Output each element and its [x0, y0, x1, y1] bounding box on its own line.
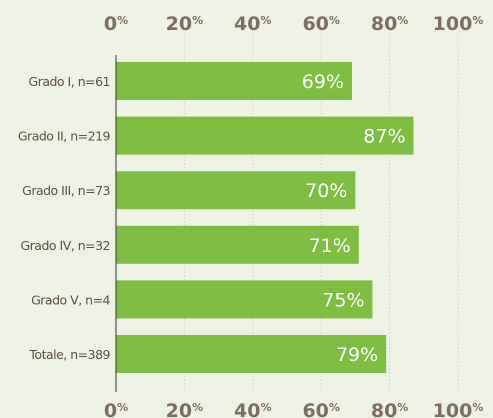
bar-4: [116, 280, 373, 319]
category-labels: Grado I, n=61 Grado II, n=219 Grado III, n…: [18, 74, 111, 362]
top-tick-label-0: 0%: [104, 13, 128, 35]
top-tick-label-20: 20%: [166, 13, 203, 35]
category-label-2: Grado III, n=73: [22, 183, 110, 198]
bottom-tick-label-60: 60%: [302, 400, 339, 418]
top-tick-label-40: 40%: [234, 13, 271, 35]
bar-value-label-0: 69%: [302, 71, 344, 93]
bar-0: [116, 62, 352, 100]
grid-lines: [183, 34, 459, 393]
bar-value-label-5: 79%: [336, 344, 378, 366]
bar-2: [116, 171, 356, 210]
bar-value-label-2: 70%: [305, 180, 347, 202]
bar-value-labels: 69% 87% 70% 71% 75% 79%: [302, 71, 406, 366]
top-tick-label-80: 80%: [371, 13, 408, 35]
category-label-0: Grado I, n=61: [29, 74, 110, 89]
bottom-tick-label-20: 20%: [166, 400, 203, 418]
bottom-axis-ticks: 0% 20% 40% 60% 80% 100%: [104, 400, 483, 418]
bottom-tick-label-100: 100%: [433, 400, 484, 418]
bottom-tick-label-80: 80%: [371, 400, 408, 418]
bar-1: [116, 116, 414, 155]
bar-3: [116, 225, 359, 264]
bar-value-label-3: 71%: [309, 235, 351, 257]
bar-value-label-1: 87%: [363, 126, 405, 148]
top-tick-label-60: 60%: [302, 13, 339, 35]
category-label-1: Grado II, n=219: [18, 129, 111, 144]
bar-value-label-4: 75%: [322, 289, 364, 311]
bars: [116, 62, 414, 373]
bar-5: [116, 335, 387, 373]
category-label-5: Totale, n=389: [28, 347, 110, 362]
bottom-tick-label-40: 40%: [234, 400, 271, 418]
bottom-tick-label-0: 0%: [104, 400, 128, 418]
category-label-4: Grado V, n=4: [31, 292, 110, 307]
top-axis-ticks: 0% 20% 40% 60% 80% 100%: [104, 13, 483, 35]
category-label-3: Grado IV, n=32: [20, 238, 110, 253]
top-tick-label-100: 100%: [433, 13, 484, 35]
